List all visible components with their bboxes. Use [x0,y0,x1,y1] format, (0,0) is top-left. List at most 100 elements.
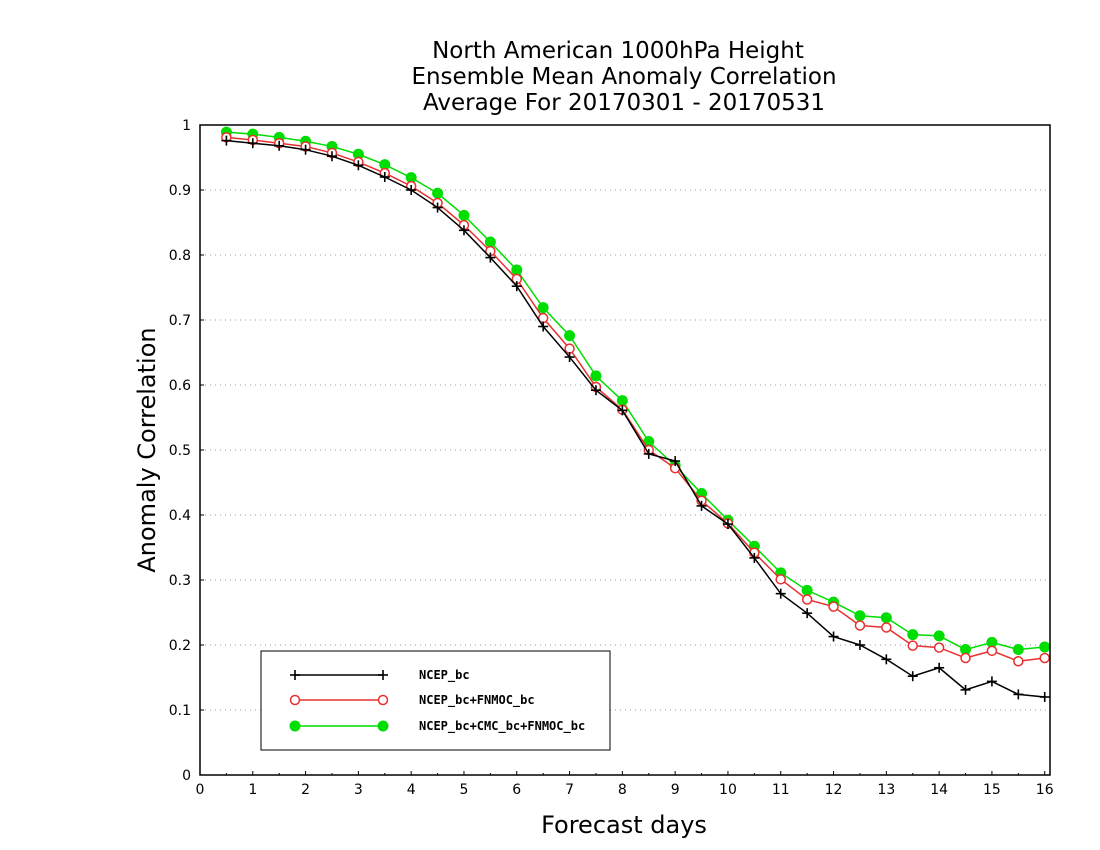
series-0 [221,135,1050,702]
series-0-point-6 [379,172,390,182]
x-tick-label-13: 13 [877,782,895,798]
x-tick-label-16: 16 [1036,782,1054,798]
series-0-point-3 [300,144,311,155]
chart-title: North American 1000hPa Height Ensemble M… [411,38,836,116]
y-tick-label-3: 0.3 [169,573,191,589]
legend-label-0: NCEP_bc [419,668,470,683]
legend-marker-right-2 [377,720,389,732]
series-1-point-30 [1013,656,1024,667]
series-2-point-22 [801,584,813,596]
series-1-point-22 [801,594,813,605]
x-tick-label-14: 14 [930,782,948,798]
x-tick-label-1: 1 [248,782,257,798]
series-2-point-11 [511,264,523,276]
x-tick-label-7: 7 [565,782,574,798]
series-0-point-15 [617,405,628,416]
y-tick-label-6: 0.6 [169,378,191,394]
series-2-point-12 [537,302,549,314]
series-0-point-23 [828,631,839,642]
series-2-point-25 [880,612,892,624]
series-0-point-13 [564,352,575,363]
series-1-point-28 [960,652,971,664]
legend-item-1: NCEP_bc+FNMOC_bc [289,693,535,708]
y-axis-title: Anomaly Correlation [133,327,161,572]
series-0-point-10 [485,252,496,263]
title-line-2: Ensemble Mean Anomaly Correlation [411,64,836,90]
title-line-3: Average For 20170301 - 20170531 [423,90,825,116]
y-tick-label-0: 0 [182,768,191,784]
series-2-point-26 [907,629,919,641]
series-0-point-30 [1013,689,1024,700]
series-line-2 [226,131,1045,651]
axis-ticks: 0 1 2 3 4 5 6 7 8 9 10 11 12 13 14 15 1600.10.20.30.40.5… [169,118,1054,798]
x-tick-label-3: 3 [354,782,363,798]
series-layer [220,126,1051,702]
y-tick-label-1: 0.1 [169,703,191,719]
series-0-point-17 [670,456,681,467]
series-0-point-5 [353,160,364,171]
series-0-point-21 [775,588,786,599]
x-tick-label-10: 10 [719,782,737,798]
legend-label-1: NCEP_bc+FNMOC_bc [419,693,535,708]
series-2-point-27 [933,630,945,642]
series-0-point-18 [696,500,707,511]
legend-marker-left-2 [289,720,301,732]
series-2-point-13 [564,330,576,342]
series-1-point-23 [828,601,839,612]
series-0-point-11 [511,281,522,292]
series-0-point-22 [802,608,813,619]
series-1-point-24 [854,620,866,631]
series-0-point-9 [458,225,469,236]
legend-marker-left-1 [289,694,301,706]
series-0-point-14 [590,385,601,396]
series-1-point-13 [564,343,575,354]
y-tick-label-10: 1 [182,118,191,134]
series-0-point-1 [247,138,258,149]
x-axis-title: Forecast days [541,811,707,839]
series-1 [221,132,1050,667]
y-tick-label-5: 0.5 [169,443,191,459]
series-2-point-31 [1039,641,1051,653]
series-2-point-30 [1012,644,1024,656]
y-tick-label-4: 0.4 [169,508,191,524]
series-0-point-16 [643,448,654,459]
series-0-point-28 [960,684,971,695]
x-tick-label-12: 12 [825,782,843,798]
series-line-0 [226,139,1045,698]
series-2-point-15 [616,395,628,407]
legend-marker-right-0 [378,670,388,680]
legend-label-2: NCEP_bc+CMC_bc+FNMOC_bc [419,719,585,734]
series-0-point-31 [1039,692,1050,702]
x-tick-label-0: 0 [196,782,205,798]
y-tick-label-9: 0.9 [169,183,191,199]
series-0-point-12 [538,321,549,332]
y-tick-label-7: 0.7 [169,313,191,329]
x-tick-label-15: 15 [983,782,1001,798]
series-0-point-8 [432,202,443,213]
series-0-point-4 [326,151,337,162]
series-1-point-29 [986,645,998,657]
x-tick-label-4: 4 [407,782,416,798]
series-0-point-26 [907,671,918,682]
legend-marker-right-1 [377,694,389,706]
series-line-1 [226,136,1045,663]
y-tick-label-8: 0.8 [169,248,191,264]
series-1-point-21 [775,574,786,585]
x-tick-label-11: 11 [772,782,790,798]
series-2-point-10 [484,236,496,248]
series-2-point-8 [432,187,444,199]
series-1-point-26 [907,640,918,651]
series-0-point-2 [274,140,285,151]
legend: NCEP_bc NCEP_bc+FNMOC_bc NCEP_bc+CMC_bc+FN… [260,650,611,751]
series-0-point-25 [881,654,892,665]
x-tick-label-9: 9 [671,782,680,798]
x-tick-label-8: 8 [618,782,627,798]
series-1-point-25 [881,622,892,633]
y-tick-label-2: 0.2 [169,638,191,654]
series-0-point-27 [934,662,945,673]
legend-item-0: NCEP_bc [290,668,470,683]
legend-item-2: NCEP_bc+CMC_bc+FNMOC_bc [289,719,585,734]
series-0-point-20 [749,552,760,563]
series-2-point-9 [458,209,470,221]
